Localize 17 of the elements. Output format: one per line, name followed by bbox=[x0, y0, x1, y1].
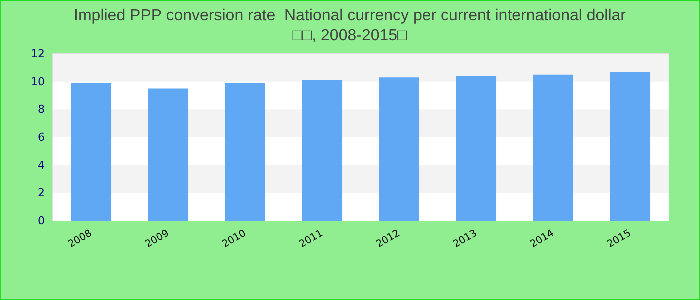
bar bbox=[456, 76, 497, 221]
y-tick-label: 12 bbox=[31, 48, 45, 60]
chart-title: Implied PPP conversion rate National currency per current international dollar bbox=[74, 8, 627, 24]
bar bbox=[533, 74, 574, 221]
chart-subtitle: □□, 2008-2015□ bbox=[292, 28, 408, 44]
y-tick-label: 2 bbox=[38, 186, 45, 200]
bar bbox=[148, 88, 189, 221]
bar bbox=[610, 72, 651, 221]
bar bbox=[71, 83, 112, 221]
bar bbox=[225, 83, 266, 221]
y-tick-label: 8 bbox=[38, 103, 45, 116]
y-tick-label: 10 bbox=[31, 75, 45, 88]
y-tick-label: 4 bbox=[38, 158, 45, 172]
y-tick-label: 0 bbox=[38, 214, 45, 228]
bar bbox=[379, 78, 420, 221]
y-tick-label: 6 bbox=[38, 131, 45, 144]
bar bbox=[302, 80, 343, 221]
